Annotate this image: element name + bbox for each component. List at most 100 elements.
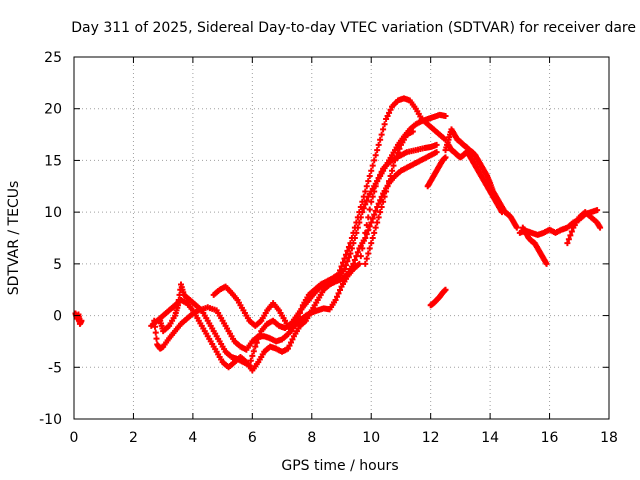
- data-point: [365, 214, 372, 221]
- data-point: [334, 293, 341, 300]
- data-point: [152, 329, 159, 336]
- data-point: [381, 193, 388, 200]
- data-point: [565, 236, 572, 243]
- data-point: [353, 253, 360, 260]
- data-point: [345, 244, 352, 251]
- data-point: [363, 231, 370, 238]
- data-point: [393, 153, 400, 160]
- chart-title: Day 311 of 2025, Sidereal Day-to-day VTE…: [71, 20, 636, 36]
- data-point: [337, 286, 344, 293]
- data-point: [390, 162, 397, 169]
- data-point: [356, 260, 363, 267]
- data-point: [285, 345, 291, 352]
- data-point: [348, 235, 355, 241]
- data-point: [339, 259, 346, 266]
- data-point: [384, 183, 391, 190]
- data-point: [360, 193, 367, 200]
- data-point: [442, 286, 449, 293]
- data-point: [564, 240, 571, 247]
- data-point: [374, 147, 381, 154]
- data-point: [377, 209, 384, 216]
- data-point: [594, 207, 601, 214]
- data-point: [366, 223, 373, 230]
- data-point: [295, 313, 302, 320]
- y-tick-label: -5: [48, 360, 62, 376]
- data-point: [365, 227, 372, 234]
- data-point: [289, 336, 296, 343]
- y-tick-label: 25: [44, 50, 62, 66]
- data-point: [543, 260, 550, 267]
- y-tick-label: 10: [44, 205, 62, 221]
- data-point: [337, 267, 344, 274]
- data-point: [287, 339, 294, 346]
- x-tick-label: 2: [129, 430, 138, 446]
- data-point: [335, 290, 342, 297]
- data-point: [286, 342, 293, 349]
- data-point: [377, 136, 384, 143]
- data-point: [442, 154, 449, 161]
- data-point: [366, 206, 373, 213]
- data-point: [499, 209, 505, 216]
- data-point: [433, 141, 440, 148]
- x-tick-label: 8: [307, 430, 316, 446]
- x-tick-label: 0: [70, 430, 79, 446]
- x-tick-label: 4: [188, 430, 197, 446]
- data-point: [396, 145, 403, 152]
- data-point: [383, 188, 390, 195]
- data-point: [247, 357, 254, 364]
- data-point: [372, 224, 379, 231]
- y-tick-labels: -10 -5 0 5 10 15 20 25: [39, 50, 62, 428]
- data-point: [368, 167, 375, 174]
- data-point: [378, 203, 385, 210]
- data-point: [362, 235, 369, 241]
- data-point: [353, 219, 360, 226]
- data-point: [293, 317, 300, 324]
- data-point: [362, 188, 369, 195]
- data-point: [362, 260, 369, 267]
- data-point: [442, 112, 449, 119]
- y-tick-label: -10: [39, 412, 62, 428]
- data-point: [365, 178, 372, 185]
- data-point: [78, 317, 85, 324]
- data-point: [253, 339, 260, 346]
- data-point: [350, 260, 357, 267]
- data-point: [344, 247, 351, 254]
- data-point: [371, 157, 378, 164]
- x-tick-label: 14: [481, 430, 499, 446]
- x-tick-label: 12: [422, 430, 440, 446]
- data-point: [338, 263, 345, 270]
- data-point: [351, 256, 358, 263]
- data-point: [335, 271, 342, 278]
- data-point: [350, 229, 357, 236]
- data-point: [332, 297, 339, 304]
- data-point: [252, 343, 259, 350]
- data-point: [389, 167, 396, 174]
- data-point: [255, 335, 262, 342]
- data-point: [363, 183, 370, 190]
- data-point: [256, 331, 263, 338]
- x-tick-label: 10: [362, 430, 380, 446]
- x-tick-label: 18: [600, 430, 618, 446]
- data-point: [366, 172, 373, 179]
- data-point: [383, 116, 390, 123]
- data-point: [375, 141, 382, 148]
- data-point: [375, 200, 382, 207]
- data-point: [409, 128, 416, 135]
- data-point: [433, 149, 440, 156]
- y-tick-label: 5: [53, 257, 62, 273]
- data-point: [365, 250, 372, 257]
- data-point: [375, 214, 382, 221]
- data-point: [354, 249, 361, 256]
- data-point: [597, 224, 604, 231]
- data-point: [380, 198, 387, 205]
- data-point: [354, 214, 361, 221]
- data-point: [369, 215, 376, 222]
- y-tick-label: 15: [44, 153, 62, 169]
- data-point: [387, 106, 394, 113]
- data-point: [369, 235, 376, 241]
- data-point: [372, 207, 379, 214]
- data-point: [341, 255, 348, 262]
- data-point: [368, 219, 375, 226]
- x-tick-label: 6: [248, 430, 257, 446]
